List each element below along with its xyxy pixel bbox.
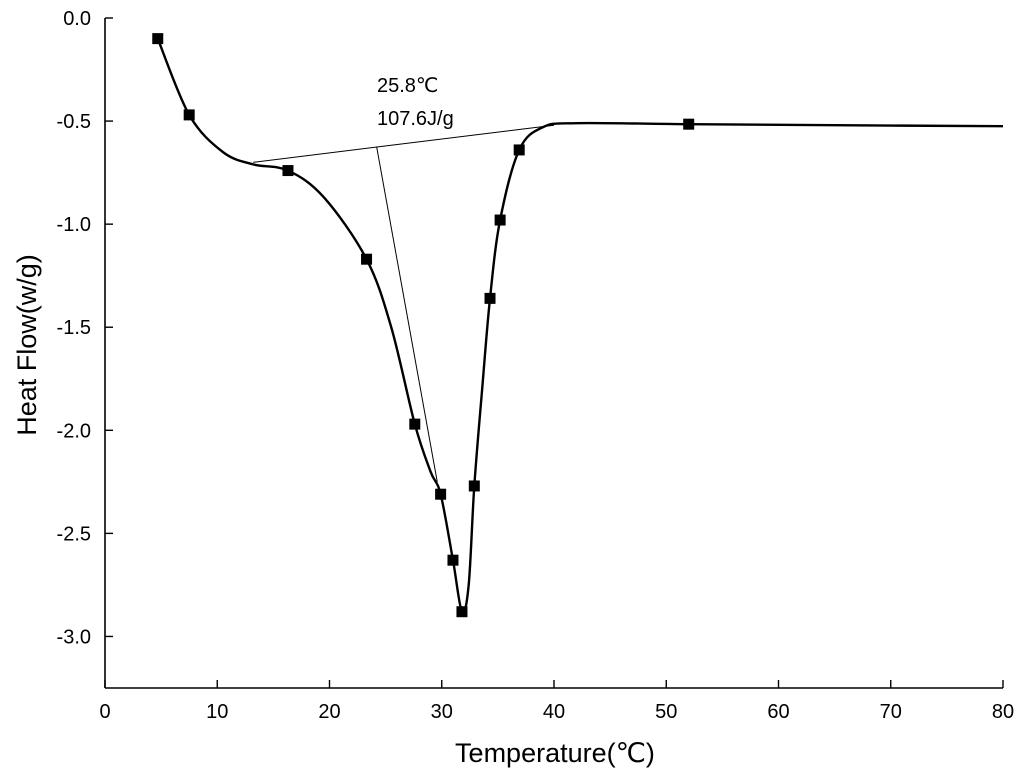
- series-group: [156, 38, 1004, 614]
- integration-baseline: [253, 124, 555, 163]
- data-point: [447, 554, 459, 566]
- y-tick-label: -3.0: [57, 626, 91, 648]
- series-line: [156, 38, 1004, 614]
- tick-marks: [104, 17, 1004, 688]
- x-tick-label: 70: [880, 701, 902, 723]
- data-point: [282, 165, 294, 177]
- data-point: [683, 118, 695, 130]
- data-markers: [152, 33, 695, 618]
- x-tick-label: 40: [543, 701, 565, 723]
- annotation-enthalpy: 107.6J/g: [377, 108, 454, 130]
- x-tick-label: 0: [99, 701, 110, 723]
- x-tick-label: 60: [767, 701, 789, 723]
- annotation-lines: [253, 124, 555, 482]
- data-point: [484, 292, 496, 304]
- x-tick-label: 10: [206, 701, 228, 723]
- data-point: [456, 606, 468, 618]
- data-point: [152, 33, 164, 45]
- y-tick-label: -1.0: [57, 214, 91, 236]
- x-tick-label: 20: [318, 701, 340, 723]
- onset-line: [376, 146, 438, 482]
- data-point: [494, 214, 506, 226]
- data-point: [468, 480, 480, 492]
- data-point: [183, 109, 195, 121]
- annotation-temperature: 25.8℃: [377, 75, 438, 97]
- y-tick-label: -2.5: [57, 523, 91, 545]
- y-tick-labels: 0.0 -0.5 -1.0 -1.5 -2.0 -2.5 -3.0: [57, 8, 91, 648]
- data-point: [361, 253, 373, 265]
- x-tick-label: 50: [655, 701, 677, 723]
- y-axis-title: Heat Flow(w/g): [12, 254, 42, 436]
- y-tick-label: -0.5: [57, 111, 91, 133]
- y-tick-label: -2.0: [57, 420, 91, 442]
- x-tick-labels: 0 10 20 30 40 50 60 70 80: [99, 701, 1014, 723]
- y-tick-label: 0.0: [63, 8, 91, 30]
- data-point: [513, 144, 525, 156]
- x-tick-label: 30: [431, 701, 453, 723]
- x-axis-title: Temperature(℃): [455, 738, 655, 768]
- data-point: [409, 418, 421, 430]
- x-tick-label: 80: [992, 701, 1014, 723]
- axes: [104, 18, 1003, 689]
- y-tick-label: -1.5: [57, 317, 91, 339]
- data-point: [435, 488, 447, 500]
